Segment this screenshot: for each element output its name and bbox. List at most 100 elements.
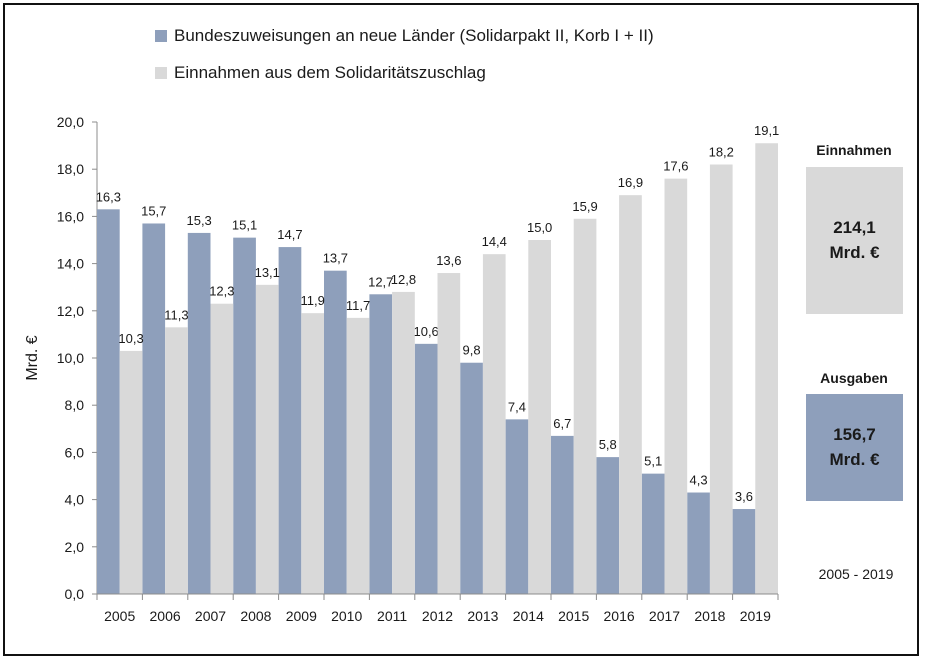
data-label: 11,3 <box>164 307 188 322</box>
bar-bundeszuweisungen <box>414 343 438 594</box>
data-label: 13,6 <box>436 253 461 268</box>
data-label: 10,3 <box>118 331 143 346</box>
bar-bundeszuweisungen <box>142 223 166 595</box>
data-label: 6,7 <box>553 416 571 431</box>
bar-bundeszuweisungen <box>732 509 756 594</box>
data-label: 15,1 <box>232 218 257 233</box>
einnahmen-label: Einnahmen <box>816 142 892 158</box>
y-tick-label: 2,0 <box>65 539 85 555</box>
x-tick-label: 2007 <box>195 608 226 624</box>
einnahmen-unit: Mrd. € <box>829 242 880 262</box>
legend-swatch-gray <box>155 67 167 79</box>
ausgaben-value: 156,7 <box>833 424 876 444</box>
bar-solidaritaetszuschlag <box>346 317 370 594</box>
x-tick-label: 2010 <box>331 608 362 624</box>
bar-bundeszuweisungen <box>97 209 120 594</box>
y-tick-label: 18,0 <box>57 161 84 177</box>
x-tick-label: 2009 <box>286 608 317 624</box>
einnahmen-box: 214,1 Mrd. € <box>806 167 903 314</box>
chart-frame <box>3 3 919 656</box>
y-tick-label: 20,0 <box>57 114 84 130</box>
ausgaben-box: 156,7 Mrd. € <box>806 394 903 501</box>
data-label: 15,3 <box>186 213 211 228</box>
legend-label: Bundeszuweisungen an neue Länder (Solida… <box>174 26 654 45</box>
bar-bundeszuweisungen <box>187 232 211 595</box>
data-label: 14,7 <box>277 227 302 242</box>
bar-solidaritaetszuschlag <box>210 303 234 594</box>
data-label: 13,1 <box>255 265 280 280</box>
bar-bundeszuweisungen <box>278 247 302 594</box>
x-tick-label: 2017 <box>649 608 680 624</box>
data-label: 14,4 <box>482 234 507 249</box>
bar-bundeszuweisungen <box>551 435 574 594</box>
data-label: 4,3 <box>690 473 708 488</box>
x-tick-label: 2013 <box>467 608 498 624</box>
legend-item-bundeszuweisungen: Bundeszuweisungen an neue Länder (Solida… <box>155 26 654 46</box>
y-tick-label: 12,0 <box>57 303 84 319</box>
bar-bundeszuweisungen <box>233 237 256 594</box>
y-tick-label: 14,0 <box>57 256 84 272</box>
data-label: 11,7 <box>346 298 370 313</box>
einnahmen-value: 214,1 <box>833 217 876 237</box>
data-label: 12,3 <box>209 284 234 299</box>
bar-solidaritaetszuschlag <box>664 178 688 594</box>
bar-solidaritaetszuschlag <box>482 254 506 594</box>
bar-solidaritaetszuschlag <box>437 273 461 594</box>
y-tick-label: 16,0 <box>57 208 84 224</box>
data-label: 10,6 <box>413 324 438 339</box>
y-tick-label: 10,0 <box>57 350 84 366</box>
bar-bundeszuweisungen <box>324 270 347 594</box>
ausgaben-unit: Mrd. € <box>829 449 880 469</box>
x-tick-label: 2012 <box>422 608 453 624</box>
x-tick-label: 2015 <box>558 608 589 624</box>
bar-bundeszuweisungen <box>687 492 710 594</box>
bar-bundeszuweisungen <box>596 457 620 594</box>
data-label: 9,8 <box>463 343 481 358</box>
x-tick-label: 2016 <box>604 608 635 624</box>
data-label: 15,7 <box>141 203 166 218</box>
x-tick-label: 2008 <box>240 608 271 624</box>
x-tick-label: 2019 <box>740 608 771 624</box>
bar-solidaritaetszuschlag <box>165 327 188 594</box>
x-tick-label: 2014 <box>513 608 544 624</box>
bar-solidaritaetszuschlag <box>392 291 415 594</box>
bar-bundeszuweisungen <box>369 294 393 594</box>
data-label: 3,6 <box>735 489 753 504</box>
y-tick-label: 0,0 <box>65 586 85 602</box>
bar-solidaritaetszuschlag <box>573 218 597 594</box>
data-label: 15,0 <box>527 220 552 235</box>
data-label: 16,3 <box>96 189 121 204</box>
bar-solidaritaetszuschlag <box>255 284 279 594</box>
bar-bundeszuweisungen <box>505 419 529 594</box>
data-label: 11,9 <box>300 293 324 308</box>
data-label: 15,9 <box>572 199 597 214</box>
data-label: 16,9 <box>618 175 643 190</box>
legend-item-solidaritaetszuschlag: Einnahmen aus dem Solidaritätszuschlag <box>155 63 486 83</box>
bar-solidaritaetszuschlag <box>528 240 551 594</box>
data-label: 7,4 <box>508 399 526 414</box>
data-label: 13,7 <box>323 251 348 266</box>
x-tick-label: 2005 <box>104 608 135 624</box>
period-label: 2005 - 2019 <box>818 566 894 582</box>
x-tick-label: 2018 <box>694 608 725 624</box>
bar-solidaritaetszuschlag <box>301 313 324 594</box>
x-tick-label: 2006 <box>150 608 181 624</box>
data-label: 5,8 <box>599 437 617 452</box>
x-tick-label: 2011 <box>377 608 407 624</box>
data-label: 12,8 <box>391 272 416 287</box>
bar-solidaritaetszuschlag <box>755 143 778 595</box>
y-tick-label: 4,0 <box>65 492 85 508</box>
data-label: 19,1 <box>754 123 779 138</box>
data-label: 12,7 <box>368 274 393 289</box>
data-label: 18,2 <box>709 144 734 159</box>
y-tick-label: 6,0 <box>65 444 85 460</box>
y-axis-title: Mrd. € <box>24 335 41 380</box>
bar-solidaritaetszuschlag <box>619 195 642 594</box>
bar-solidaritaetszuschlag <box>709 164 733 595</box>
bar-bundeszuweisungen <box>641 473 665 594</box>
ausgaben-label: Ausgaben <box>820 370 888 386</box>
data-label: 5,1 <box>644 454 662 469</box>
bar-bundeszuweisungen <box>460 362 483 594</box>
bar-solidaritaetszuschlag <box>119 350 143 594</box>
